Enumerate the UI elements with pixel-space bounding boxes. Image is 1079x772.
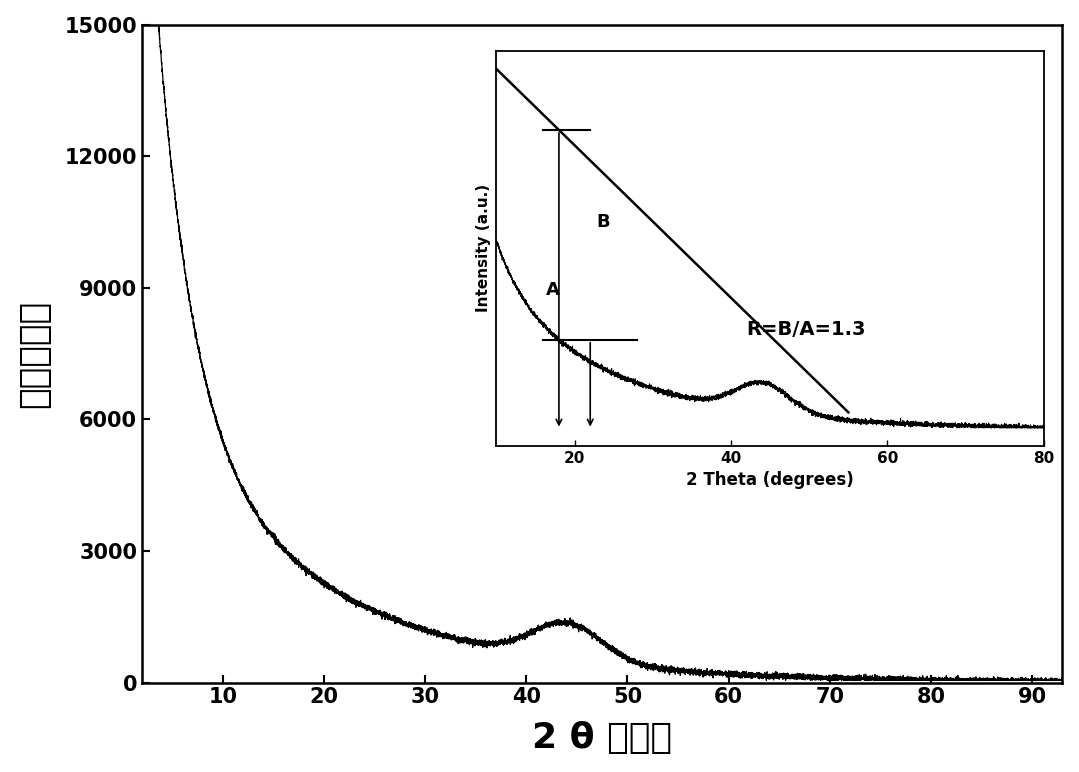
Y-axis label: 衍射峰强度: 衍射峰强度 — [16, 300, 51, 408]
X-axis label: 2 θ （度）: 2 θ （度） — [532, 721, 672, 755]
